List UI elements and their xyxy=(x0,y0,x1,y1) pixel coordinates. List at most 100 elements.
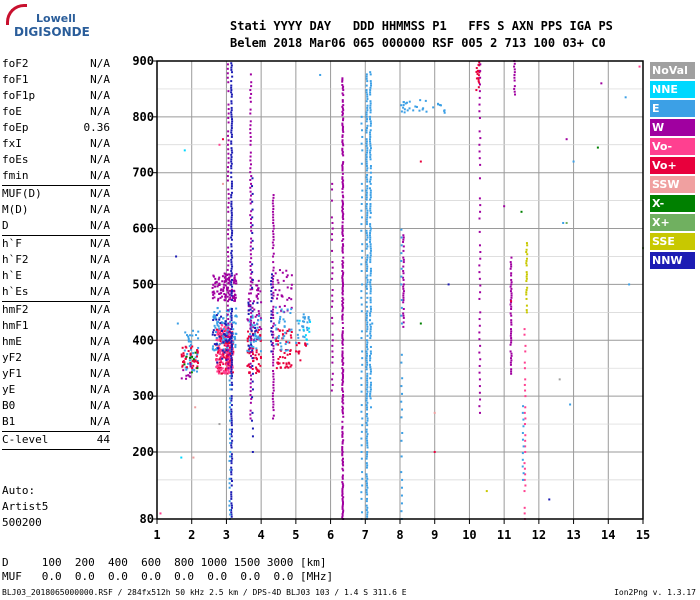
echo-point xyxy=(404,102,407,105)
echo-point xyxy=(250,338,253,341)
trace-point xyxy=(366,435,369,438)
trace-point xyxy=(365,129,368,132)
trace-point xyxy=(230,377,233,380)
trace-point xyxy=(250,175,253,178)
echo-point xyxy=(288,296,291,299)
trace-point xyxy=(272,286,275,289)
trace-point xyxy=(230,227,233,230)
param-value: N/A xyxy=(90,89,110,102)
trace-point xyxy=(272,233,275,236)
trace-point xyxy=(230,502,233,505)
trace-point xyxy=(251,349,254,352)
echo-point xyxy=(223,333,226,336)
trace-point xyxy=(365,488,368,491)
trace-point xyxy=(230,62,233,65)
trace-point xyxy=(525,280,528,283)
trace-point xyxy=(249,159,252,162)
trace-point xyxy=(249,171,252,174)
trace-point xyxy=(478,297,481,300)
trace-point xyxy=(231,265,234,268)
trace-point xyxy=(341,399,344,402)
trace-point xyxy=(510,296,513,299)
trace-point xyxy=(227,362,230,365)
trace-point xyxy=(342,301,345,304)
trace-point xyxy=(231,207,234,210)
trace-point xyxy=(402,240,405,243)
echo-point xyxy=(307,316,310,319)
trace-point xyxy=(229,401,232,404)
trace-point xyxy=(402,325,405,328)
echo-point xyxy=(477,78,480,81)
echo-point xyxy=(285,340,288,343)
echo-point xyxy=(195,355,198,358)
trace-point xyxy=(522,445,525,448)
trace-point xyxy=(341,375,344,378)
trace-point xyxy=(369,368,372,371)
trace-point xyxy=(341,87,344,90)
echo-point xyxy=(218,343,221,346)
trace-point xyxy=(230,410,233,413)
trace-point xyxy=(331,221,334,224)
echo-point xyxy=(520,210,523,213)
trace-point xyxy=(402,307,405,310)
trace-point xyxy=(272,389,275,392)
trace-point xyxy=(251,286,254,289)
trace-point xyxy=(369,252,372,255)
trace-point xyxy=(342,271,345,274)
trace-point xyxy=(249,264,252,267)
param-value: N/A xyxy=(90,169,110,182)
trace-point xyxy=(230,64,233,67)
param-value: N/A xyxy=(90,335,110,348)
trace-point xyxy=(270,313,273,316)
echo-point xyxy=(220,323,223,326)
trace-point xyxy=(369,350,372,353)
echo-point xyxy=(260,318,263,321)
echo-point xyxy=(255,372,258,375)
trace-point xyxy=(369,283,372,286)
trace-point xyxy=(341,194,344,197)
trace-point xyxy=(249,178,252,181)
echo-point xyxy=(252,321,255,324)
echo-point xyxy=(255,335,258,338)
echo-point xyxy=(226,274,229,277)
trace-point xyxy=(369,307,372,310)
trace-point xyxy=(230,254,233,257)
echo-point xyxy=(222,370,225,373)
echo-point xyxy=(558,378,561,381)
trace-point xyxy=(272,261,275,264)
trace-point xyxy=(366,234,369,237)
trace-point xyxy=(360,383,363,386)
trace-point xyxy=(341,343,344,346)
echo-point xyxy=(255,295,258,298)
trace-point xyxy=(230,283,233,286)
trace-point xyxy=(370,84,373,87)
trace-point xyxy=(510,368,513,371)
trace-point xyxy=(342,509,345,512)
trace-point xyxy=(365,263,368,266)
param-name: fmin xyxy=(2,169,29,182)
trace-point xyxy=(400,267,403,270)
trace-point xyxy=(272,333,275,336)
trace-point xyxy=(231,232,234,235)
trace-point xyxy=(365,247,368,250)
x-tick-label: 14 xyxy=(601,528,615,542)
trace-point xyxy=(365,140,368,143)
trace-point xyxy=(341,462,344,465)
trace-point xyxy=(229,455,232,458)
trace-point xyxy=(230,366,233,369)
param-row: h`E N/A xyxy=(2,269,110,285)
echo-point xyxy=(197,362,200,365)
echo-point xyxy=(227,369,230,372)
trace-point xyxy=(400,306,403,309)
trace-point xyxy=(230,267,233,270)
echo-point xyxy=(596,146,599,149)
echo-point xyxy=(220,315,223,318)
echo-point xyxy=(218,352,221,355)
trace-point xyxy=(400,486,403,489)
trace-point xyxy=(525,289,528,291)
trace-point xyxy=(366,506,369,509)
trace-point xyxy=(226,166,229,169)
echo-point xyxy=(405,101,408,104)
trace-point xyxy=(228,379,231,382)
echo-point xyxy=(191,329,194,332)
